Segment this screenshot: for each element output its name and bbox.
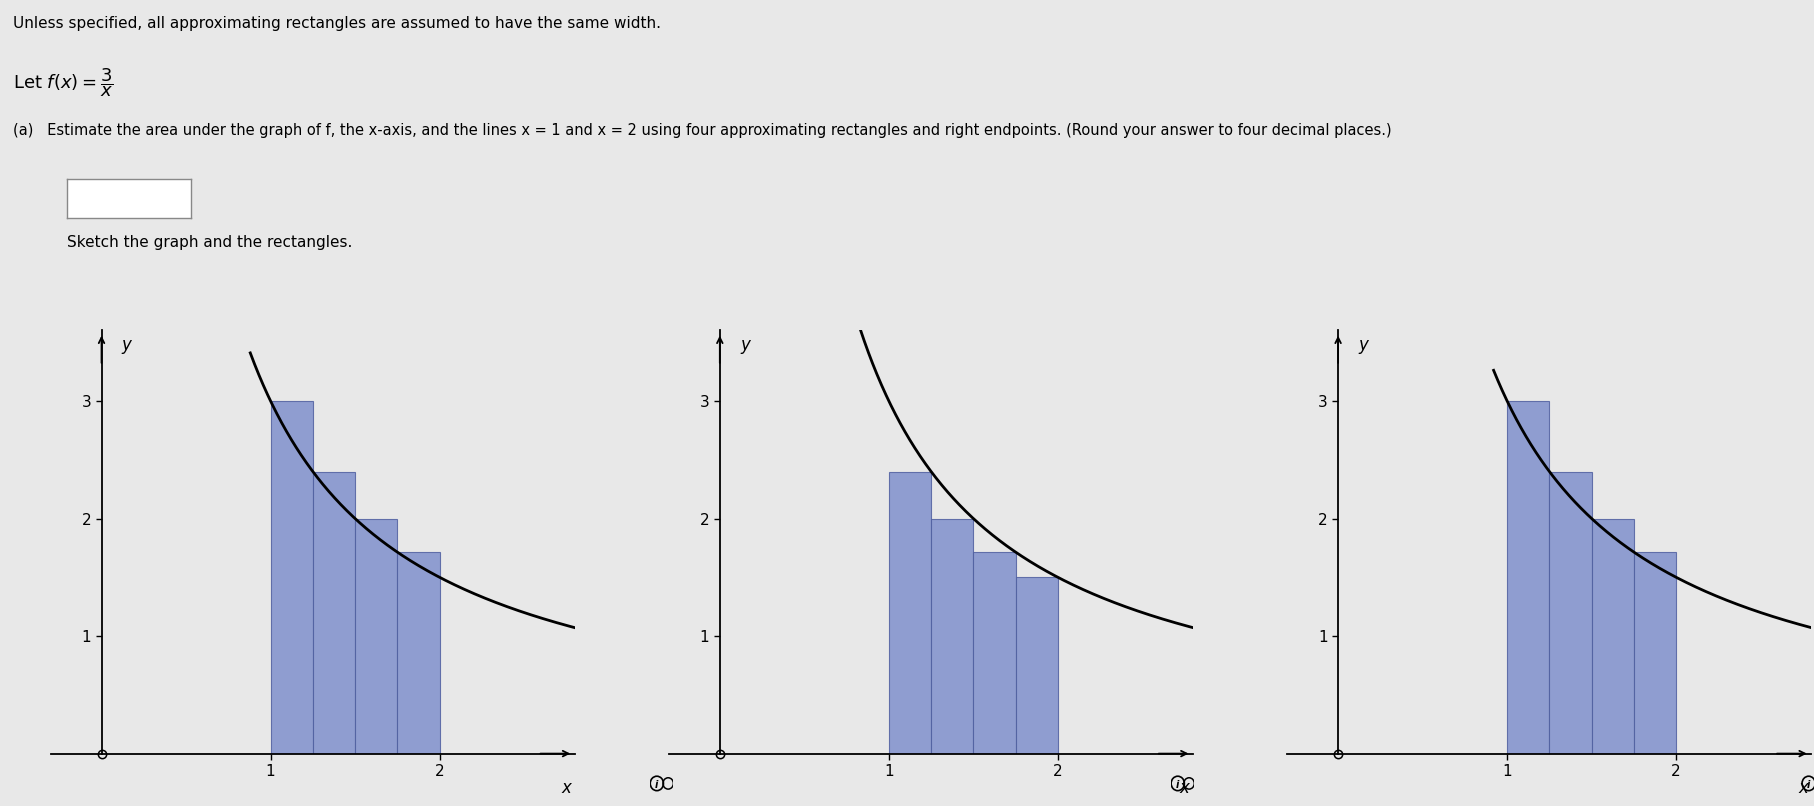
Bar — [931, 518, 972, 754]
Bar — [1549, 472, 1591, 754]
Text: Let $f(x) = \dfrac{3}{x}$: Let $f(x) = \dfrac{3}{x}$ — [13, 66, 112, 98]
Text: x: x — [561, 779, 571, 797]
Text: x: x — [1798, 779, 1807, 797]
Text: i: i — [1807, 779, 1809, 790]
Bar — [270, 401, 312, 754]
Text: i: i — [1175, 779, 1179, 790]
Text: y: y — [122, 336, 132, 355]
Text: Unless specified, all approximating rectangles are assumed to have the same widt: Unless specified, all approximating rect… — [13, 16, 660, 31]
Bar — [1016, 577, 1058, 754]
Bar — [889, 472, 931, 754]
Text: i: i — [655, 779, 658, 790]
Text: (a)   Estimate the area under the graph of f, the x-axis, and the lines x = 1 an: (a) Estimate the area under the graph of… — [13, 123, 1391, 138]
Bar — [972, 552, 1016, 754]
Bar — [312, 472, 356, 754]
Bar — [1506, 401, 1549, 754]
Text: y: y — [1357, 336, 1368, 355]
Text: y: y — [740, 336, 749, 355]
Text: Sketch the graph and the rectangles.: Sketch the graph and the rectangles. — [67, 235, 352, 251]
Text: x: x — [1179, 779, 1188, 797]
Bar — [397, 552, 439, 754]
Bar — [1633, 552, 1674, 754]
Bar — [1591, 518, 1633, 754]
Bar — [356, 518, 397, 754]
